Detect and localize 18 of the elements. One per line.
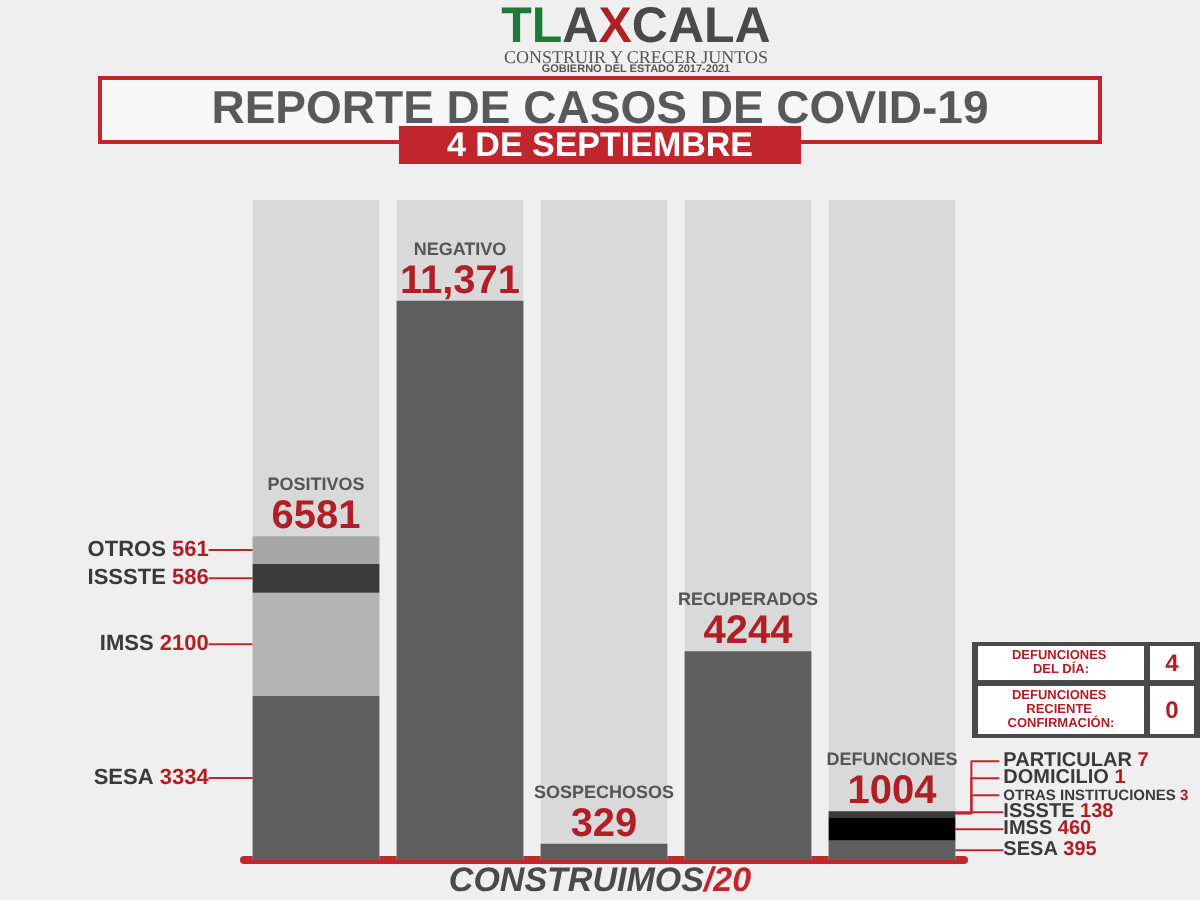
- data-label: OTROS 561: [87, 538, 209, 563]
- x-tick-label: NEGATIVO: [413, 238, 507, 259]
- data-label: SESA 3334: [93, 766, 211, 790]
- data-label: ISSSTE 586: [87, 566, 209, 591]
- data-label: 4244: [703, 609, 795, 654]
- data-label: IMSS 460: [1003, 818, 1093, 841]
- text: DOMICILIO 1: [1003, 767, 1127, 790]
- x-tick-label: POSITIVOS: [267, 474, 365, 495]
- x-tick-label: RECUPERADOS: [677, 589, 819, 610]
- x-tick-label: DEFUNCIONES: [826, 749, 958, 770]
- data-label: IMSS 2100: [99, 632, 209, 657]
- total-label: 6581: [271, 494, 361, 539]
- data-label: SESA 395: [1003, 839, 1098, 862]
- data-label: 11,371: [399, 258, 521, 303]
- annotation: 1004: [847, 768, 939, 813]
- data-label: 329: [570, 801, 638, 846]
- text: CONSTRUIMOS/20: [448, 861, 753, 899]
- x-tick-label: SOSPECHOSOS: [533, 781, 675, 802]
